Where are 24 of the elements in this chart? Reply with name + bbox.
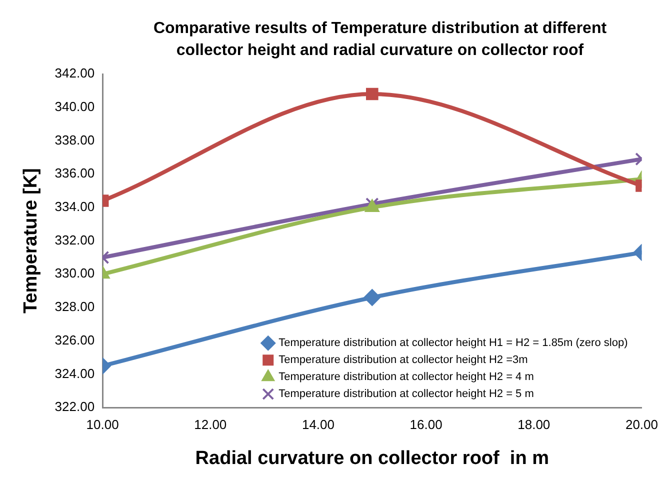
x-tick-label: 12.00 [194, 416, 227, 432]
y-tick-label: 340.00 [54, 98, 95, 114]
legend-label: Temperature distribution at collector height H2 = 5 m [278, 388, 534, 400]
y-tick-label: 334.00 [54, 199, 95, 214]
x-tick-label: 20.00 [625, 416, 658, 432]
x-tick-label: 16.00 [410, 416, 442, 432]
y-tick-label: 322.00 [54, 399, 95, 414]
x-tick-label: 14.00 [302, 416, 335, 432]
y-tick-label: 332.00 [54, 232, 95, 248]
y-tick-label: 342.00 [54, 66, 95, 81]
y-tick-label: 324.00 [54, 366, 95, 381]
x-tick-label: 18.00 [518, 416, 550, 432]
legend-label: Temperature distribution at collector height H2 =3m [278, 354, 528, 366]
y-tick-label: 326.00 [54, 332, 95, 348]
x-axis-title: Radial curvature on collector roof in m [195, 448, 549, 469]
y-tick-label: 338.00 [54, 132, 95, 148]
y-axis-title: Temperature [K] [20, 168, 42, 314]
legend-label: Temperature distribution at collector height H2 = 4 m [278, 371, 534, 384]
y-tick-label: 328.00 [54, 299, 95, 314]
legend-label: Temperature distribution at collector height H1 = H2 = 1.85m (zero slop) [278, 337, 628, 350]
chart-title: Comparative results of Temperature distribution at different collector height and radial curvature on collector roof [152, 19, 608, 61]
x-tick-label: 10.00 [86, 416, 119, 432]
y-tick-label: 336.00 [54, 166, 95, 181]
y-tick-label: 330.00 [54, 266, 95, 281]
